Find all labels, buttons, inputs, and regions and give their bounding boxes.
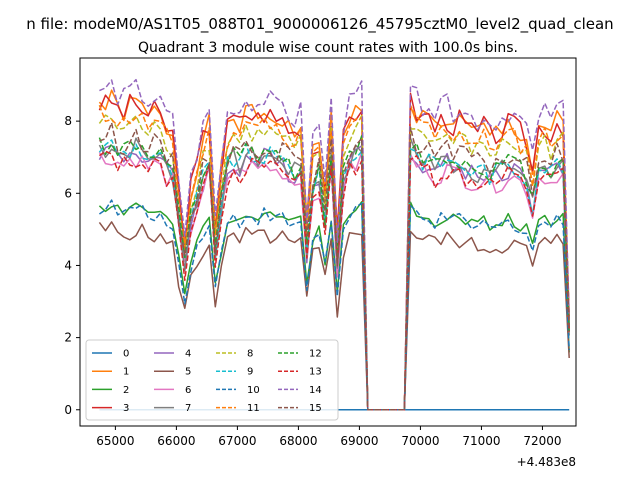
legend-label-15: 15 [309, 403, 322, 414]
legend-label-12: 12 [309, 349, 322, 360]
x-tick-label: 69000 [340, 434, 378, 448]
legend-label-2: 2 [123, 385, 129, 396]
series-line-2 [98, 201, 570, 411]
y-tick-label: 8 [64, 114, 72, 128]
y-tick-label: 2 [64, 331, 72, 345]
chart-title: Quadrant 3 module wise count rates with … [138, 40, 518, 56]
legend-label-3: 3 [123, 403, 129, 414]
series-line-5 [98, 221, 570, 411]
legend-label-6: 6 [185, 385, 191, 396]
legend-box [85, 339, 339, 421]
legend-label-1: 1 [123, 367, 129, 378]
x-tick-label: 66000 [157, 434, 195, 448]
y-tick-label: 6 [64, 186, 72, 200]
legend-label-10: 10 [247, 385, 260, 396]
x-tick-label: 72000 [523, 434, 561, 448]
x-tick-label: 71000 [462, 434, 500, 448]
series-line-15 [99, 122, 570, 411]
legend-label-7: 7 [185, 403, 191, 414]
legend-label-14: 14 [309, 385, 322, 396]
x-axis-offset-label: +4.483e8 [517, 455, 576, 469]
series-layer [98, 78, 570, 411]
series-line-10 [98, 199, 570, 411]
legend-label-11: 11 [247, 403, 260, 414]
y-tick-label: 4 [64, 258, 72, 272]
figure-suptitle: n file: modeM0/AS1T05_088T01_9000006126_… [26, 15, 613, 34]
legend-label-0: 0 [123, 349, 129, 360]
y-tick-label: 0 [64, 403, 72, 417]
y-axis: 0 2 4 6 8 [64, 114, 80, 417]
x-tick-label: 67000 [218, 434, 256, 448]
plot-area-frame [79, 57, 577, 427]
legend-label-8: 8 [247, 349, 253, 360]
x-tick-label: 70000 [401, 434, 439, 448]
legend-label-5: 5 [185, 367, 191, 378]
x-tick-label: 65000 [96, 434, 134, 448]
x-tick-label: 68000 [279, 434, 317, 448]
x-axis: 65000 66000 67000 68000 69000 70000 71000 72000 [96, 426, 562, 448]
series-line-14 [99, 78, 570, 411]
legend-label-9: 9 [247, 367, 253, 378]
legend-label-4: 4 [185, 349, 191, 360]
legend-label-13: 13 [309, 367, 322, 378]
